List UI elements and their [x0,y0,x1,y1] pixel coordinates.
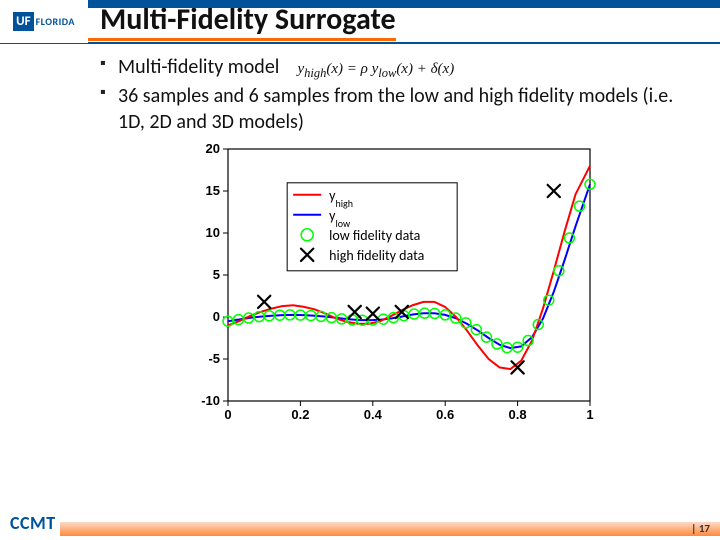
svg-text:10: 10 [206,225,220,240]
formula: yhigh(x) = ρ ylow(x) + δ(x) [297,61,454,77]
svg-text:-10: -10 [201,393,220,408]
bullet-text: 36 samples and 6 samples from the low an… [118,84,673,134]
svg-text:high fidelity data: high fidelity data [329,247,424,264]
footer-ccmt: CCMT [10,512,56,534]
header-accent-strip [88,0,720,8]
uf-logo-mark: UF [13,12,33,31]
svg-text:15: 15 [206,183,220,198]
slide: UF FLORIDA Multi-Fidelity Surrogate Mult… [0,0,720,540]
header: UF FLORIDA Multi-Fidelity Surrogate [0,0,720,44]
footer: CCMT | 17 [0,516,720,540]
svg-text:1: 1 [586,407,593,422]
content: Multi-fidelity model yhigh(x) = ρ ylow(x… [0,44,720,431]
footer-bar [60,522,720,536]
svg-text:0: 0 [213,309,220,324]
chart-container: 00.20.40.60.81-10-505101520yhighylowlow … [100,141,680,431]
page-number: | 17 [691,522,710,535]
svg-text:0.2: 0.2 [291,407,309,422]
svg-text:20: 20 [206,141,220,156]
uf-logo-word: FLORIDA [36,15,75,28]
bullet-text: Multi-fidelity model [118,55,279,79]
multifidelity-chart: 00.20.40.60.81-10-505101520yhighylowlow … [180,141,600,431]
svg-text:-5: -5 [208,351,220,366]
svg-text:0.4: 0.4 [364,407,383,422]
svg-text:0.8: 0.8 [509,407,527,422]
uf-logo: UF FLORIDA [0,0,88,43]
bullet-list: Multi-fidelity model yhigh(x) = ρ ylow(x… [100,54,680,135]
svg-text:0.6: 0.6 [436,407,454,422]
bullet-item: 36 samples and 6 samples from the low an… [100,83,680,135]
bullet-item: Multi-fidelity model yhigh(x) = ρ ylow(x… [100,54,680,81]
svg-text:0: 0 [224,407,231,422]
svg-text:5: 5 [213,267,220,282]
svg-text:low fidelity data: low fidelity data [329,227,420,244]
